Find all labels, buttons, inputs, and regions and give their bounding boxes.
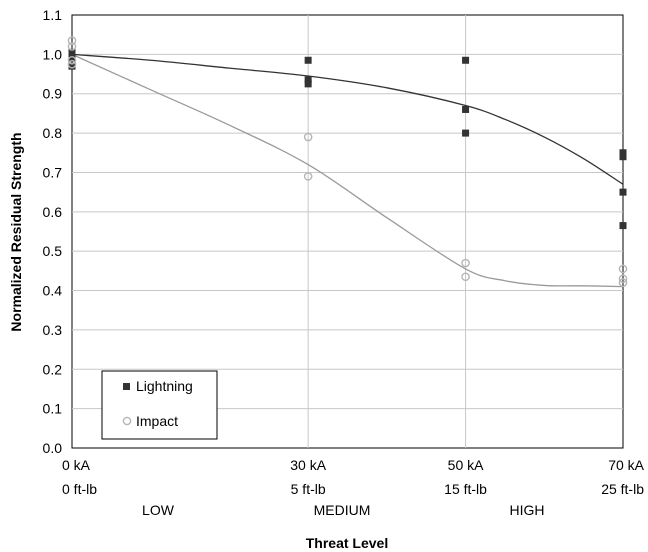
trend-line-lightning	[71, 53, 624, 185]
y-tick-labels: 0.0 0.1 0.2 0.3 0.4 0.5 0.6 0.7 0.8 0.9 1.0 1.1	[43, 7, 63, 456]
zone-label-low: LOW	[142, 502, 175, 518]
x-tick-label-ftlb: 25 ft-lb	[601, 481, 644, 497]
impact-point	[461, 272, 470, 282]
legend-impact-marker	[122, 416, 132, 426]
lightning-point	[619, 222, 627, 230]
x-tick-label-kA: 70 kA	[608, 457, 644, 473]
lightning-point	[304, 80, 312, 88]
x-tick-label-ftlb: 15 ft-lb	[444, 481, 487, 497]
y-tick-label: 0.1	[43, 401, 63, 417]
x-tick-label-ftlb: 5 ft-lb	[291, 481, 326, 497]
lightning-point	[68, 54, 76, 62]
legend-box	[101, 370, 218, 440]
x-tick-label-kA: 0 kA	[62, 457, 91, 473]
y-tick-label: 0.6	[43, 204, 63, 220]
lightning-point	[619, 149, 627, 157]
y-tick-label: 0.4	[43, 283, 63, 299]
lightning-point	[68, 48, 76, 56]
y-tick-label: 0.7	[43, 164, 63, 180]
y-tick-label: 0.2	[43, 361, 63, 377]
zone-label-high: HIGH	[510, 502, 545, 518]
impact-point	[618, 278, 628, 287]
trend-lines	[71, 53, 624, 288]
impact-point	[303, 172, 313, 181]
lightning-point	[304, 76, 312, 84]
x-tick-labels: 0 kA 0 ft-lb 30 kA 5 ft-lb 50 kA 15 ft-lb 70 k…	[62, 457, 645, 497]
lightning-point	[619, 153, 627, 161]
trend-line-impact	[71, 53, 624, 288]
data-points	[67, 36, 628, 287]
legend-lightning-label: Lightning	[136, 378, 193, 394]
impact-point	[618, 274, 628, 284]
y-axis-title: Normalized Residual Strength	[8, 132, 24, 331]
zone-label-medium: MEDIUM	[314, 502, 371, 518]
legend-lightning-marker	[123, 383, 130, 390]
y-tick-label: 0.0	[43, 440, 63, 456]
lightning-point	[462, 105, 470, 113]
x-axis-title: Threat Level	[306, 535, 388, 551]
y-tick-label: 0.5	[43, 243, 63, 259]
lightning-point	[462, 129, 470, 137]
y-tick-label: 1.1	[43, 7, 63, 23]
lightning-point	[619, 188, 627, 196]
legend-impact-label: Impact	[136, 413, 178, 429]
legend: Lightning Impact	[101, 370, 218, 440]
y-tick-label: 0.3	[43, 322, 63, 338]
x-tick-label-ftlb: 0 ft-lb	[62, 481, 97, 497]
y-tick-label: 0.8	[43, 125, 63, 141]
impact-point	[67, 59, 77, 69]
y-tick-label: 1.0	[43, 46, 63, 62]
impact-point	[67, 42, 77, 51]
threat-zone-labels: LOW MEDIUM HIGH	[142, 502, 544, 518]
y-tick-label: 0.9	[43, 86, 63, 102]
impact-point	[303, 132, 313, 142]
x-tick-label-kA: 30 kA	[290, 457, 326, 473]
impact-point	[67, 55, 77, 65]
x-tick-label-kA: 50 kA	[448, 457, 484, 473]
impact-point	[461, 258, 470, 268]
lightning-point	[462, 56, 470, 64]
impact-point	[618, 264, 628, 274]
impact-point	[67, 36, 77, 45]
lightning-point	[68, 62, 76, 70]
lightning-point	[304, 56, 312, 64]
